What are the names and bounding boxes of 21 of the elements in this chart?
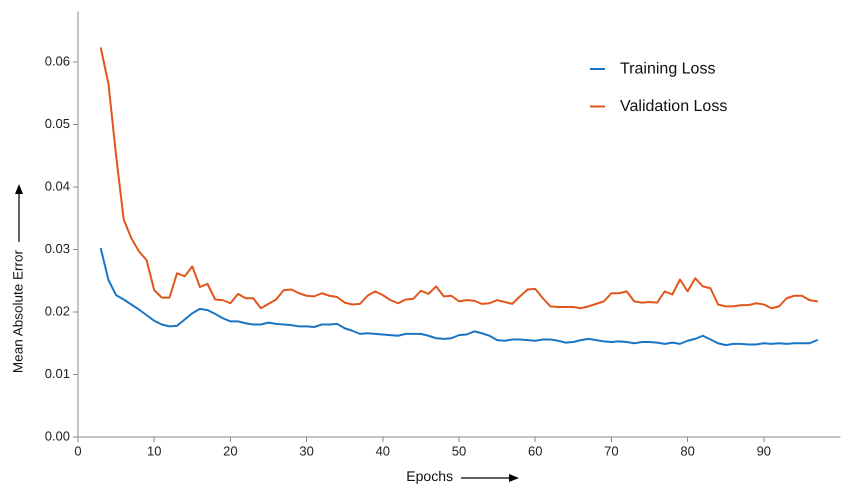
- y-tick-label: 0.04: [44, 178, 70, 194]
- x-tick-label: 90: [756, 443, 772, 458]
- x-axis-title: Epochs: [406, 468, 453, 484]
- y-axis-title: Mean Absolute Error: [10, 249, 26, 374]
- x-tick-label: 60: [528, 443, 542, 458]
- legend-label: Validation Loss: [620, 98, 728, 115]
- y-tick-label: 0.05: [44, 116, 70, 132]
- y-tick-label: 0.03: [44, 241, 70, 256]
- y-tick-label: 0.06: [44, 54, 70, 69]
- x-tick-label: 30: [299, 443, 314, 458]
- x-tick-label: 40: [376, 443, 390, 458]
- y-tick-label: 0.00: [44, 428, 70, 444]
- x-tick-label: 80: [680, 443, 695, 458]
- x-tick-label: 70: [604, 443, 619, 458]
- x-tick-label: 50: [452, 443, 466, 458]
- x-tick-label: 0: [74, 443, 82, 458]
- y-tick-label: 0.02: [44, 304, 70, 319]
- x-tick-label: 10: [146, 443, 162, 458]
- x-tick-label: 20: [223, 443, 238, 458]
- legend-label: Training Loss: [620, 60, 716, 78]
- y-tick-label: 0.01: [44, 366, 70, 382]
